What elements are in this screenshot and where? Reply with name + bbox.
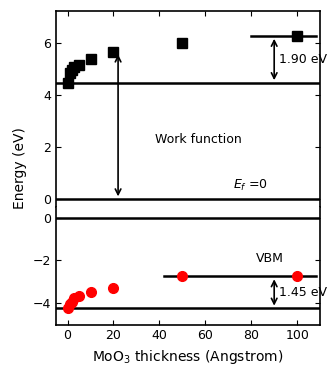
Text: 1.90 eV: 1.90 eV	[279, 53, 327, 66]
Text: Work function: Work function	[155, 133, 242, 145]
Text: VBM: VBM	[256, 252, 284, 265]
Text: $E_f$ =0: $E_f$ =0	[233, 178, 268, 192]
Text: 1.45 eV: 1.45 eV	[279, 286, 327, 299]
X-axis label: MoO$_3$ thickness (Angstrom): MoO$_3$ thickness (Angstrom)	[92, 348, 284, 366]
Text: Energy (eV): Energy (eV)	[13, 127, 27, 209]
